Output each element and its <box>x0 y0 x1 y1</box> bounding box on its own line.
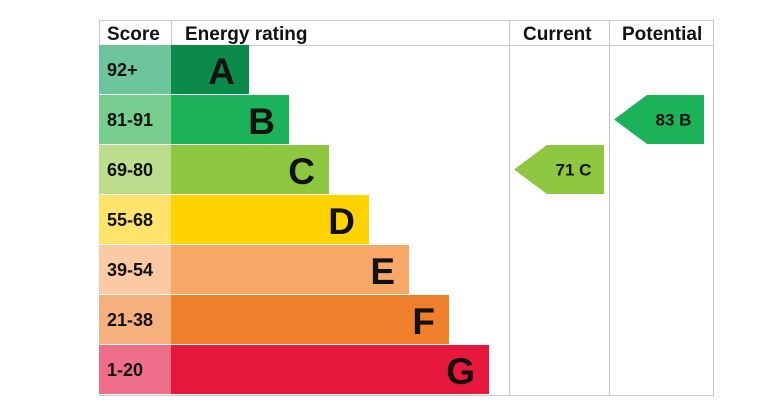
rating-letter-b: B <box>248 101 275 142</box>
score-range-c: 69-80 <box>107 160 153 180</box>
score-range-f: 21-38 <box>107 310 153 330</box>
rating-letter-f: F <box>412 301 435 342</box>
score-cell-d <box>99 195 171 244</box>
potential-header: Potential <box>622 24 702 45</box>
score-cell-g <box>99 345 171 394</box>
score-range-e: 39-54 <box>107 260 153 280</box>
rating-letter-c: C <box>288 151 315 192</box>
score-cell-a <box>99 45 171 94</box>
score-cell-b <box>99 95 171 144</box>
score-range-g: 1-20 <box>107 360 143 380</box>
energy-rating-header: Energy rating <box>185 24 307 45</box>
rating-bar-b <box>171 95 289 144</box>
rating-letter-d: D <box>328 201 355 242</box>
rating-bar-f <box>171 295 449 344</box>
score-range-b: 81-91 <box>107 110 153 130</box>
rating-letter-e: E <box>370 251 395 292</box>
rating-bar-a <box>171 45 249 94</box>
score-cell-c <box>99 145 171 194</box>
rating-bar-e <box>171 245 409 294</box>
rating-bar-d <box>171 195 369 244</box>
rating-bar-c <box>171 145 329 194</box>
current-arrow <box>514 145 604 194</box>
score-cell-e <box>99 245 171 294</box>
potential-rating-label: 83 B <box>656 111 692 130</box>
potential-arrow <box>614 95 704 144</box>
rating-indicators: 71 C 83 B <box>514 95 704 194</box>
score-header: Score <box>107 24 160 45</box>
current-rating-label: 71 C <box>556 161 592 180</box>
rating-bar-g <box>171 345 489 394</box>
score-cell-f <box>99 295 171 344</box>
rating-bands: 92+ A 81-91 B 69-80 C 55-68 D 39-54 E 21-38 F 1-20 G <box>99 45 489 394</box>
rating-letter-g: G <box>446 351 475 392</box>
score-range-d: 55-68 <box>107 210 153 230</box>
rating-letter-a: A <box>208 51 235 92</box>
current-header: Current <box>523 24 592 45</box>
score-range-a: 92+ <box>107 60 138 80</box>
